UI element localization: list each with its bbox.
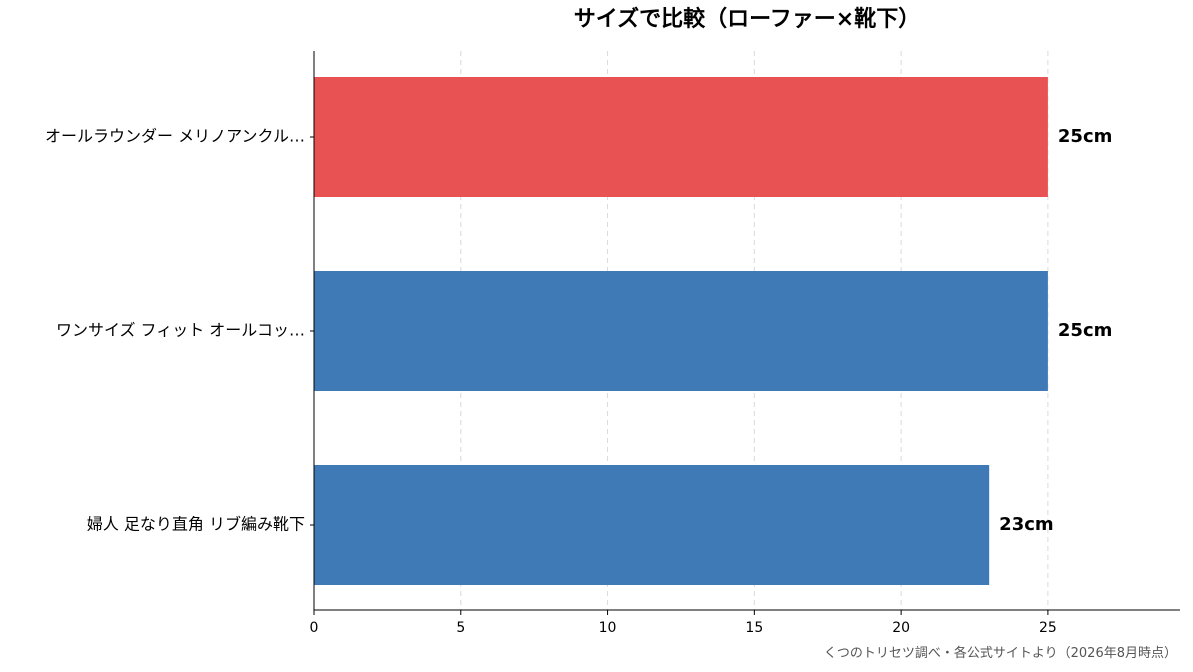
chart-title: サイズで比較（ローファー×靴下） <box>573 7 921 32</box>
x-tick-label: 5 <box>456 620 465 636</box>
value-label: 25cm <box>1058 126 1112 147</box>
value-label: 23cm <box>999 514 1053 535</box>
bar <box>314 465 990 585</box>
x-tick-label: 20 <box>892 620 910 636</box>
x-tick-label: 0 <box>310 620 319 636</box>
labels: オールラウンダー メリノアンクル… 25cm ワンサイズ フィット オールコッ… 25… <box>45 126 1112 636</box>
value-label: 25cm <box>1058 320 1112 341</box>
category-label: 婦人 足なり直角 リブ編み靴下 <box>87 515 305 534</box>
x-tick-label: 25 <box>1039 620 1057 636</box>
category-label: オールラウンダー メリノアンクル… <box>45 127 305 146</box>
bar <box>314 77 1048 197</box>
source-note: くつのトリセツ調べ・各公式サイトより（2026年8月時点） <box>823 646 1177 661</box>
category-label: ワンサイズ フィット オールコッ… <box>56 321 305 340</box>
bar <box>314 271 1048 391</box>
axes <box>310 51 1180 615</box>
x-tick-label: 15 <box>745 620 763 636</box>
bars <box>314 77 1048 585</box>
x-tick-label: 10 <box>599 620 617 636</box>
